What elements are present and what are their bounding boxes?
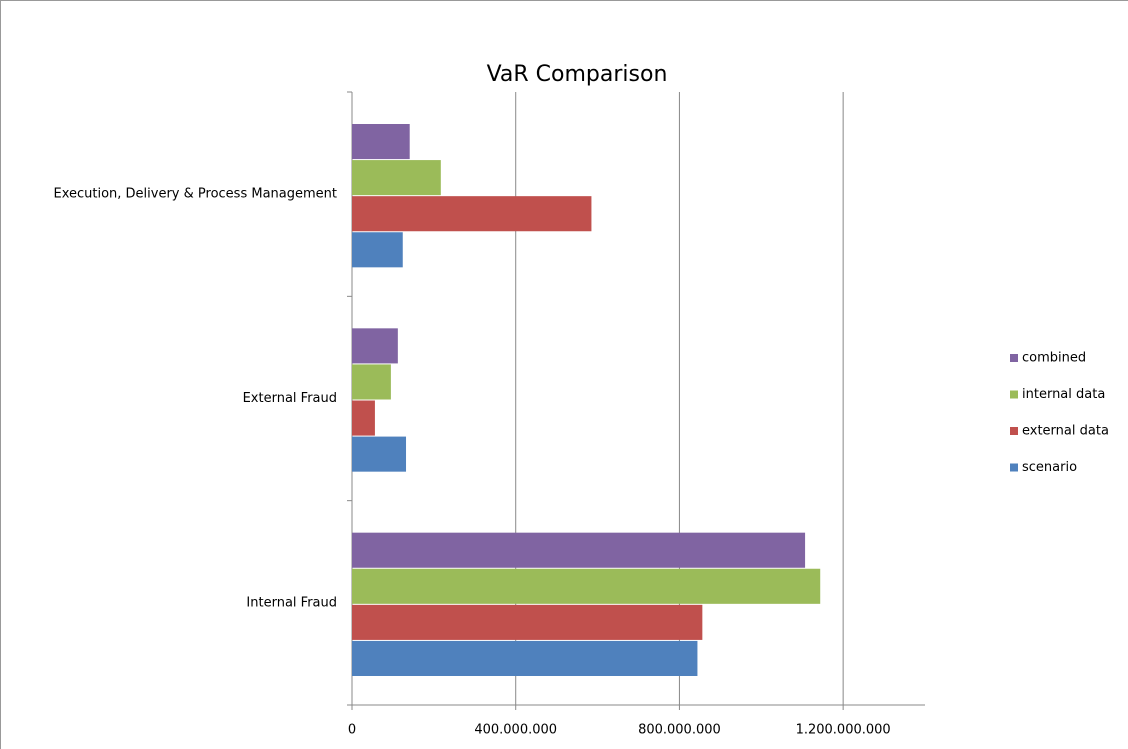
legend-swatch	[1010, 463, 1018, 472]
x-tick-label: 0	[348, 723, 356, 738]
bar	[352, 532, 806, 568]
bar	[352, 364, 391, 400]
x-tick-label: 400.000.000	[474, 723, 557, 738]
legend-swatch	[1010, 354, 1018, 362]
bar	[352, 124, 410, 160]
bar	[352, 232, 403, 268]
x-tick-label: 800.000.000	[638, 723, 721, 738]
y-tick-label: External Fraud	[243, 391, 337, 406]
y-tick-label: Internal Fraud	[246, 595, 337, 610]
x-tick-label: 1.200.000.000	[796, 723, 891, 738]
bar	[352, 604, 703, 640]
bar	[352, 196, 592, 232]
bar	[352, 328, 398, 364]
legend-swatch	[1010, 427, 1018, 435]
y-tick-label: Execution, Delivery & Process Management	[53, 187, 337, 202]
chart-title: VaR Comparison	[487, 62, 668, 87]
bar	[352, 640, 698, 676]
bar	[352, 160, 441, 196]
legend-label: combined	[1022, 351, 1086, 366]
bar	[352, 568, 821, 604]
legend-swatch	[1010, 390, 1018, 399]
legend-label: external data	[1022, 424, 1109, 439]
bar	[352, 436, 407, 472]
bar	[352, 400, 375, 436]
legend-label: scenario	[1022, 460, 1077, 475]
legend-label: internal data	[1022, 387, 1105, 402]
